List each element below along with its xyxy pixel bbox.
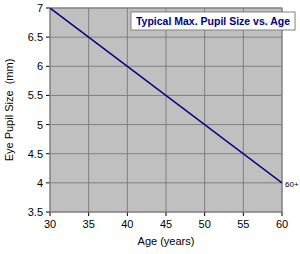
- tick: [127, 212, 128, 216]
- tick-label: 6.5: [28, 31, 43, 43]
- tick: [282, 212, 283, 216]
- annotation: 60+: [285, 180, 299, 189]
- grid-line: [204, 8, 205, 212]
- chart: 3.5 4 4.5 5 5.5 6 6.5 7 30 35 40 45 50 55 60 60+ Typical…: [0, 0, 300, 254]
- tick: [46, 37, 50, 38]
- title-box: [131, 12, 295, 30]
- y-axis-label: Eye Pupil Size (mm): [3, 59, 15, 162]
- tick-label: 5.5: [28, 89, 43, 101]
- tick-label: 50: [199, 218, 211, 230]
- grid-line: [127, 8, 128, 212]
- tick-label: 60: [276, 218, 288, 230]
- tick-label: 45: [160, 218, 172, 230]
- tick-label: 6: [37, 60, 43, 72]
- tick: [46, 153, 50, 154]
- grid-line: [166, 8, 167, 212]
- tick-label: 35: [83, 218, 95, 230]
- tick: [46, 182, 50, 183]
- tick-label: 30: [44, 218, 56, 230]
- tick: [88, 212, 89, 216]
- tick-label: 40: [121, 218, 133, 230]
- tick: [50, 212, 51, 216]
- tick: [46, 8, 50, 9]
- title: Typical Max. Pupil Size vs. Age: [136, 15, 290, 27]
- tick-label: 4.5: [28, 148, 43, 160]
- tick: [46, 95, 50, 96]
- line: [50, 8, 282, 183]
- tick: [46, 66, 50, 67]
- grid-line: [243, 8, 244, 212]
- tick: [46, 212, 50, 213]
- plot-frame: [50, 8, 282, 212]
- tick-label: 5: [37, 119, 43, 131]
- grid-line: [88, 8, 89, 212]
- tick-label: 55: [237, 218, 249, 230]
- tick: [166, 212, 167, 216]
- tick: [46, 124, 50, 125]
- tick-label: 3.5: [28, 206, 43, 218]
- plot-area: [50, 8, 282, 212]
- marks: [50, 8, 282, 183]
- tick-label: 7: [37, 2, 43, 14]
- x-axis-label: Age (years): [138, 235, 195, 247]
- tick: [204, 212, 205, 216]
- tick: [243, 212, 244, 216]
- tick-label: 4: [37, 177, 43, 189]
